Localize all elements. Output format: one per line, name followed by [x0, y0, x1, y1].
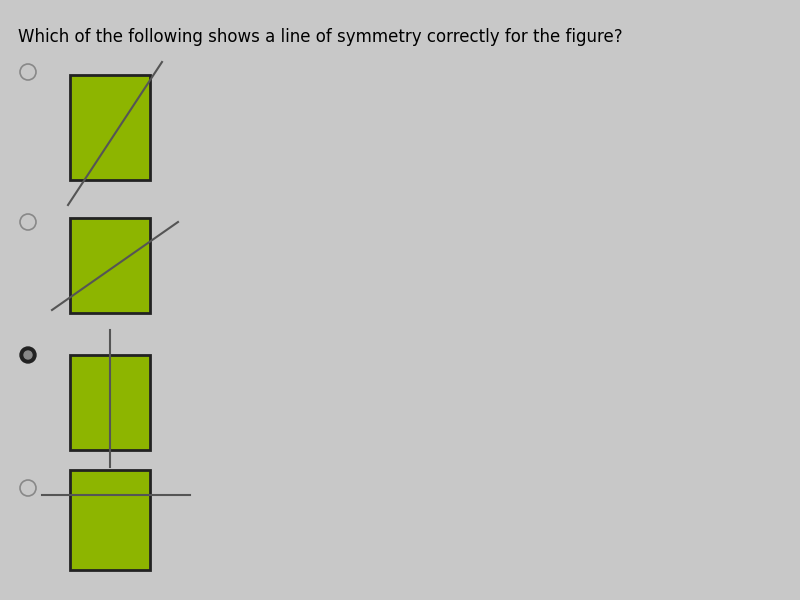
Bar	[70, 75, 150, 180]
Circle shape	[20, 347, 36, 363]
Bar	[70, 355, 150, 450]
Text: Which of the following shows a line of symmetry correctly for the figure?: Which of the following shows a line of s…	[18, 28, 622, 46]
Bar	[70, 470, 150, 570]
Circle shape	[24, 351, 32, 359]
Bar	[70, 218, 150, 313]
